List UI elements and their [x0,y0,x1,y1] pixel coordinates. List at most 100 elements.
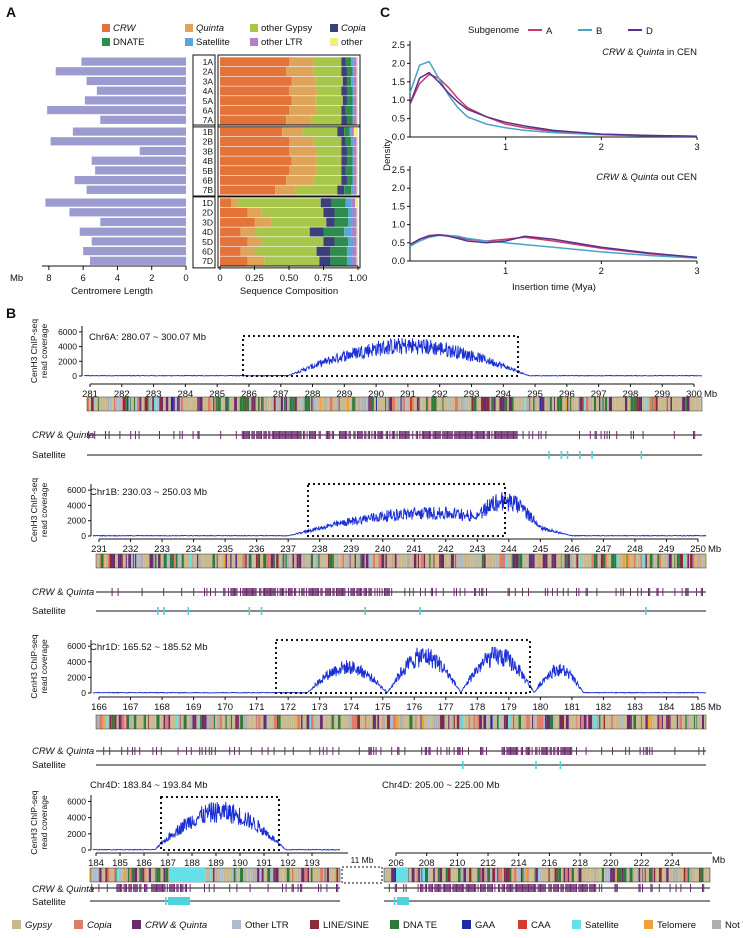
coverage-y-tick-label: 0 [72,371,77,381]
te-segment [221,554,224,568]
crw-element [582,884,583,892]
centromere-length-bar [86,76,186,86]
te-segment [616,868,619,882]
te-segment [616,554,619,568]
satellite-block [168,897,190,905]
crw-element [438,431,440,439]
te-segment [500,868,502,882]
te-segment [436,397,440,411]
crw-element [273,588,275,596]
te-segment [498,715,501,729]
genome-tick-label: 189 [208,858,224,869]
te-segment [309,554,311,568]
te-segment [145,554,147,568]
crw-element [554,884,556,892]
te-segment [93,397,95,411]
te-segment [189,397,192,411]
density-y-tick-label: 2.5 [392,165,405,176]
satellite-track-label: Satellite [32,897,66,908]
crw-element [453,588,455,596]
te-segment [226,397,229,411]
te-segment [217,397,221,411]
crw-element [132,747,133,755]
te-segment [456,715,460,729]
crw-element [246,588,247,596]
te-segment [127,715,130,729]
te-segment [431,715,434,729]
genome-tick-label: 183 [627,702,643,713]
te-segment [521,715,524,729]
te-segment [596,868,600,882]
te-segment [372,554,376,568]
te-segment [319,554,323,568]
te-segment [273,715,278,729]
composition-segment [356,227,358,237]
te-segment [689,868,693,882]
density-curve-d [409,71,698,138]
te-segment [510,715,514,729]
crw-element [534,884,535,892]
te-segment [104,554,106,568]
te-segment [297,715,301,729]
te-segment [431,397,434,411]
crw-element [552,588,553,596]
crw-element [548,884,550,892]
te-segment [525,397,527,411]
te-segment [163,554,167,568]
te-segment [526,397,530,411]
te-segment [596,715,598,729]
te-segment [473,715,476,729]
crw-element [234,588,235,596]
crw-element [327,431,328,439]
te-segment [269,715,272,729]
te-segment [693,715,696,729]
te-segment [695,397,698,411]
te-segment [428,397,432,411]
crw-element [429,747,431,755]
crw-element [360,588,361,596]
crw-element [497,431,499,439]
composition-segment [346,256,353,266]
te-segment [282,868,284,882]
composition-segment [356,57,358,67]
crw-element [568,747,570,755]
te-segment [216,397,218,411]
centromere-length-bar [74,176,186,185]
composition-tick-label: 0.50 [280,273,299,284]
crw-element [601,884,603,892]
density-y-axis-title: Density [382,139,393,171]
composition-segment [309,227,324,237]
te-segment [322,554,325,568]
te-segment [215,554,217,568]
te-segment [661,868,664,882]
crw-element [264,431,266,439]
te-segment [191,397,194,411]
crw-element [382,431,384,439]
genome-tick-label: 235 [217,544,233,555]
composition-segment [356,86,358,96]
crw-element [243,588,245,596]
te-segment [193,397,197,411]
crw-element [544,588,546,596]
composition-segment [313,67,342,77]
composition-segment [289,57,314,67]
te-segment [472,554,474,568]
crw-element [298,431,300,439]
genome-tick-label: 292 [432,389,448,400]
crw-element [342,588,343,596]
crw-element [345,431,346,439]
genome-tick-label: 291 [400,389,416,400]
satellite-element [535,761,537,769]
te-segment [531,715,534,729]
crw-element [364,431,366,439]
crw-element [541,884,543,892]
crw-element [686,588,688,596]
crw-element [463,431,465,439]
crw-element [439,431,441,439]
crw-element [358,747,360,755]
te-segment [355,397,358,411]
te-segment [213,397,215,411]
crw-element [503,431,505,439]
te-segment [312,868,316,882]
